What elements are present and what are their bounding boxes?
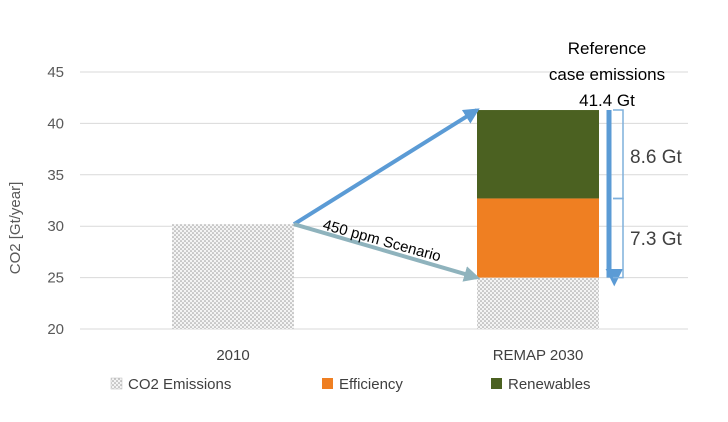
legend-swatch-co2-emissions (110, 377, 123, 390)
bar-renewables-1 (477, 110, 599, 199)
y-tick-label-20: 20 (47, 321, 64, 338)
bar-co2-emissions-1 (477, 277, 599, 329)
legend: CO2 Emissions Efficiency Renewables (110, 376, 591, 393)
category-label-remap-2030: REMAP 2030 (493, 347, 584, 364)
legend-swatch-efficiency (322, 378, 333, 389)
renewables-gap-label: 8.6 Gt (630, 147, 682, 168)
y-axis-ticks: 20 25 30 35 40 45 (47, 64, 64, 338)
y-tick-label-25: 25 (47, 270, 64, 287)
y-tick-label-40: 40 (47, 115, 64, 132)
reference-value: 41.4 Gt (579, 91, 635, 110)
bars (172, 110, 599, 329)
category-label-2010: 2010 (216, 347, 249, 364)
legend-label-co2-emissions: CO2 Emissions (128, 376, 231, 393)
bar-efficiency-1 (477, 198, 599, 278)
reference-label-line1: Reference (568, 39, 646, 58)
bar-co2-emissions-0 (172, 224, 294, 329)
reference-label-line2: case emissions (549, 65, 665, 84)
scenario-arrow (293, 222, 481, 282)
scenario-label: 450 ppm Scenario (321, 216, 443, 265)
legend-swatch-renewables (491, 378, 502, 389)
legend-label-efficiency: Efficiency (339, 376, 403, 393)
y-tick-label-30: 30 (47, 218, 64, 235)
reference-arrow (292, 108, 480, 226)
legend-label-renewables: Renewables (508, 376, 591, 393)
efficiency-bracket (613, 197, 624, 279)
y-axis-label: CO2 [Gt/year] (7, 182, 24, 275)
efficiency-gap-label: 7.3 Gt (630, 229, 682, 250)
y-tick-label-35: 35 (47, 167, 64, 184)
y-tick-label-45: 45 (47, 64, 64, 81)
